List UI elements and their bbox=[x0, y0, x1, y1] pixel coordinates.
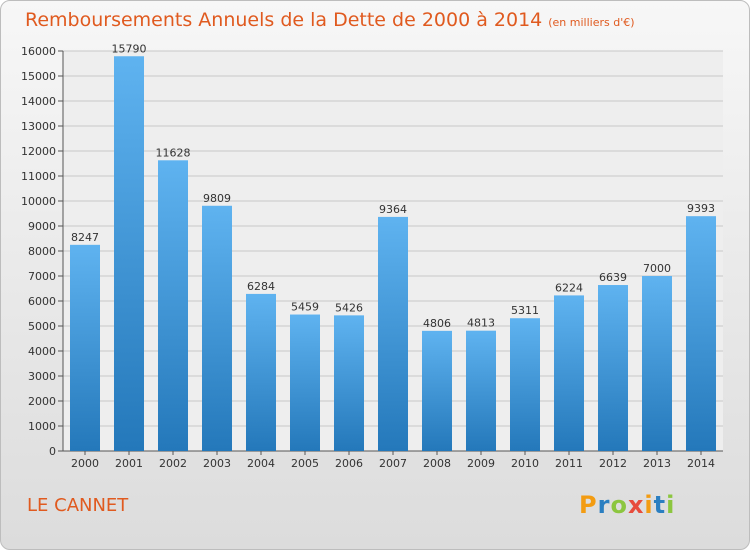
value-label-2012: 6639 bbox=[599, 271, 627, 284]
bar-2010 bbox=[510, 318, 540, 451]
chart-title-text: Remboursements Annuels de la Dette de 20… bbox=[25, 9, 543, 31]
x-tick-label-2003: 2003 bbox=[203, 457, 231, 470]
y-tick-label: 12000 bbox=[21, 145, 56, 158]
bar-2013 bbox=[642, 276, 672, 451]
value-label-2013: 7000 bbox=[643, 262, 671, 275]
x-tick-label-2002: 2002 bbox=[159, 457, 187, 470]
x-tick-label-2005: 2005 bbox=[291, 457, 319, 470]
bar-2012 bbox=[598, 285, 628, 451]
y-tick-label: 1000 bbox=[28, 420, 56, 433]
value-label-2002: 11628 bbox=[156, 146, 191, 159]
x-tick-label-2004: 2004 bbox=[247, 457, 275, 470]
bar-2001 bbox=[114, 56, 144, 451]
bar-2006 bbox=[334, 315, 364, 451]
chart-unit: (en milliers d'€) bbox=[548, 16, 635, 29]
bar-2004 bbox=[246, 293, 276, 451]
value-label-2008: 4806 bbox=[423, 317, 451, 330]
x-tick-label-2013: 2013 bbox=[643, 457, 671, 470]
bar-2009 bbox=[466, 330, 496, 451]
y-tick-label: 10000 bbox=[21, 195, 56, 208]
chart-title: Remboursements Annuels de la Dette de 20… bbox=[25, 9, 635, 31]
y-tick-label: 13000 bbox=[21, 120, 56, 133]
x-tick-label-2000: 2000 bbox=[71, 457, 99, 470]
x-tick-label-2012: 2012 bbox=[599, 457, 627, 470]
x-tick-label-2006: 2006 bbox=[335, 457, 363, 470]
value-label-2014: 9393 bbox=[687, 202, 715, 215]
x-tick-label-2001: 2001 bbox=[115, 457, 143, 470]
y-tick-label: 16000 bbox=[21, 45, 56, 58]
bar-2014 bbox=[686, 216, 716, 451]
value-label-2007: 9364 bbox=[379, 203, 407, 216]
x-tick-label-2011: 2011 bbox=[555, 457, 583, 470]
value-label-2004: 6284 bbox=[247, 280, 275, 293]
x-tick-label-2008: 2008 bbox=[423, 457, 451, 470]
proxiti-logo: Proxiti bbox=[579, 491, 676, 519]
value-label-2011: 6224 bbox=[555, 281, 583, 294]
y-tick-label: 14000 bbox=[21, 95, 56, 108]
y-tick-label: 8000 bbox=[28, 245, 56, 258]
value-label-2003: 9809 bbox=[203, 192, 231, 205]
y-tick-label: 9000 bbox=[28, 220, 56, 233]
y-tick-label: 3000 bbox=[28, 370, 56, 383]
bar-2008 bbox=[422, 330, 452, 451]
bar-2000 bbox=[70, 244, 100, 451]
bar-2011 bbox=[554, 295, 584, 451]
y-tick-label: 0 bbox=[49, 445, 56, 458]
commune-name: LE CANNET bbox=[27, 495, 129, 516]
value-label-2005: 5459 bbox=[291, 301, 319, 314]
value-label-2006: 5426 bbox=[335, 301, 363, 314]
x-tick-label-2010: 2010 bbox=[511, 457, 539, 470]
x-tick-label-2007: 2007 bbox=[379, 457, 407, 470]
x-tick-label-2014: 2014 bbox=[687, 457, 715, 470]
y-tick-label: 11000 bbox=[21, 170, 56, 183]
bar-2002 bbox=[158, 160, 188, 452]
value-label-2000: 8247 bbox=[71, 231, 99, 244]
bar-2005 bbox=[290, 314, 320, 451]
bar-2003 bbox=[202, 205, 232, 451]
value-label-2001: 15790 bbox=[112, 42, 147, 55]
y-tick-label: 2000 bbox=[28, 395, 56, 408]
x-tick-label-2009: 2009 bbox=[467, 457, 495, 470]
y-tick-label: 7000 bbox=[28, 270, 56, 283]
value-label-2010: 5311 bbox=[511, 304, 539, 317]
y-tick-label: 6000 bbox=[28, 295, 56, 308]
y-tick-label: 15000 bbox=[21, 70, 56, 83]
value-label-2009: 4813 bbox=[467, 317, 495, 330]
bar-2007 bbox=[378, 216, 408, 451]
y-tick-label: 4000 bbox=[28, 345, 56, 358]
y-tick-label: 5000 bbox=[28, 320, 56, 333]
